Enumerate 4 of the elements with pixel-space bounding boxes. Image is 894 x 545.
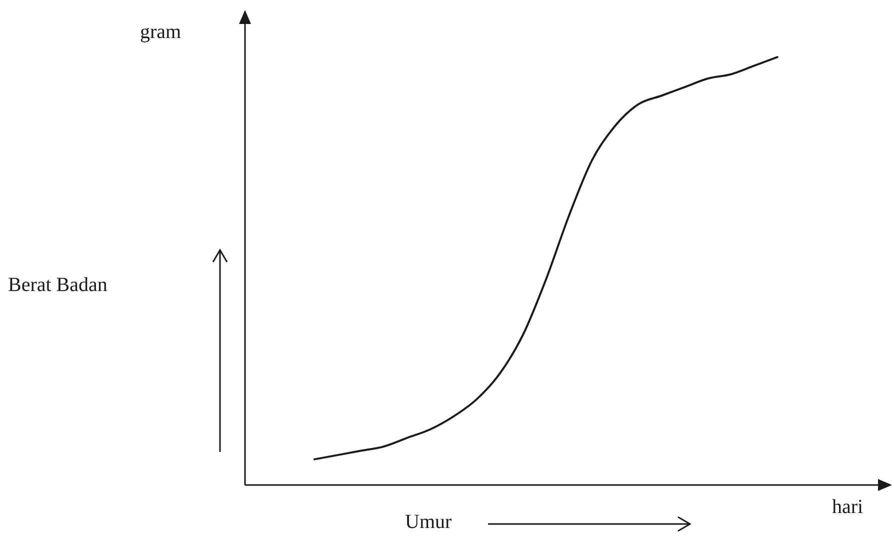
text: Berat Badan — [8, 274, 108, 296]
x-axis-title: Umur — [405, 511, 452, 533]
text: hari — [832, 496, 864, 518]
text: gram — [140, 21, 182, 43]
